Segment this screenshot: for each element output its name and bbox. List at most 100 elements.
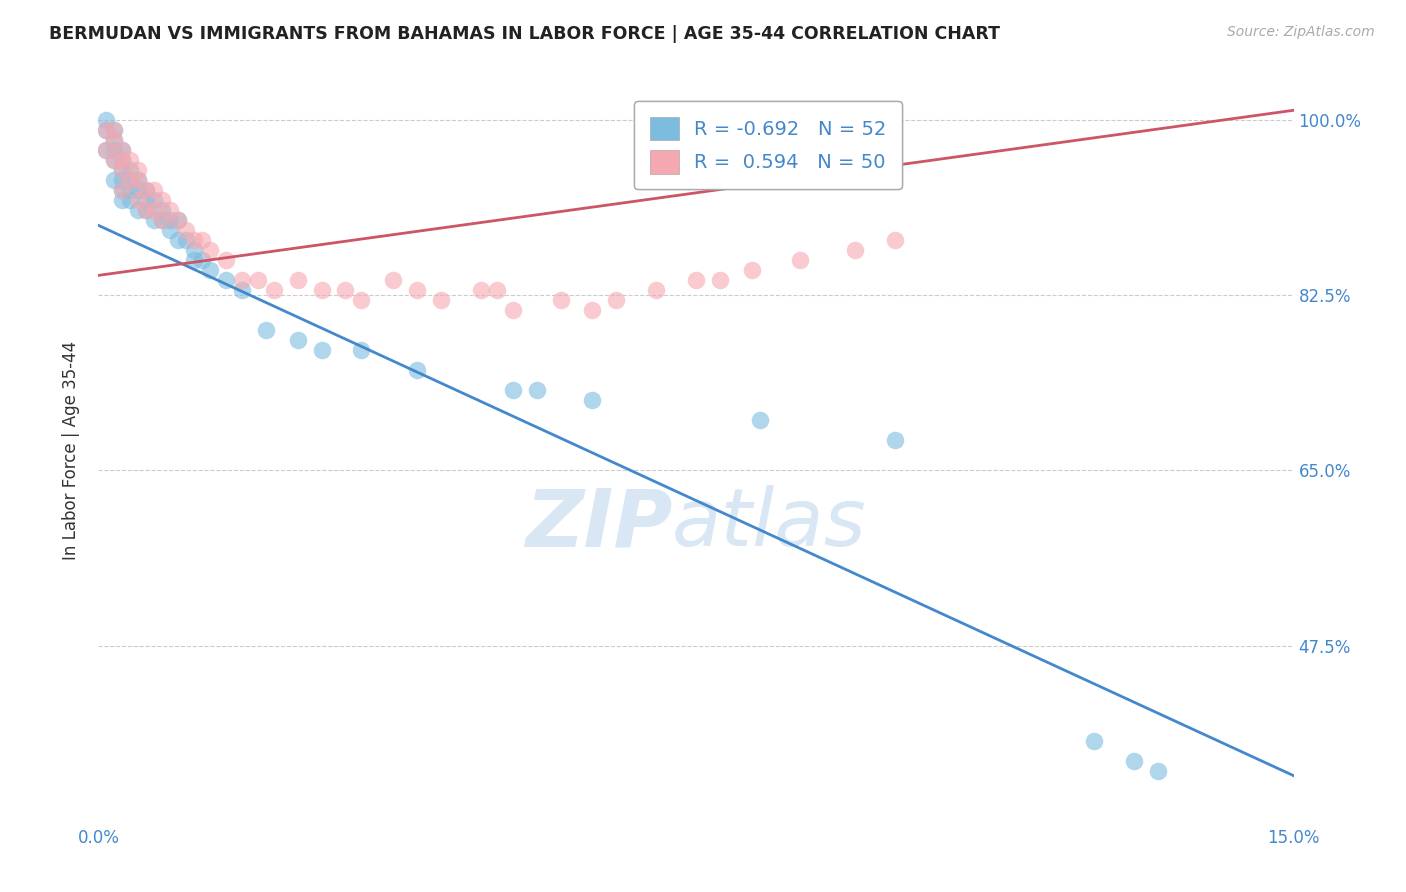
Point: [1083, 733, 1105, 747]
Point: [127, 173, 149, 187]
Point: [103, 133, 125, 147]
Point: [135, 203, 157, 218]
Point: [111, 144, 134, 158]
Point: [167, 233, 190, 247]
Point: [159, 203, 181, 218]
Point: [150, 213, 173, 227]
Point: [709, 273, 731, 287]
Legend: R = -0.692   N = 52, R =  0.594   N = 50: R = -0.692 N = 52, R = 0.594 N = 50: [634, 101, 903, 189]
Point: [183, 233, 205, 247]
Text: atlas: atlas: [672, 485, 868, 564]
Point: [143, 194, 166, 208]
Point: [844, 244, 866, 258]
Point: [287, 334, 309, 348]
Point: [135, 203, 157, 218]
Point: [350, 293, 373, 308]
Point: [198, 244, 221, 258]
Point: [406, 363, 429, 377]
Point: [581, 393, 603, 408]
Point: [605, 293, 627, 308]
Point: [103, 153, 125, 168]
Point: [335, 284, 357, 298]
Point: [350, 343, 373, 358]
Point: [111, 144, 134, 158]
Point: [127, 173, 149, 187]
Point: [103, 123, 125, 137]
Point: [167, 213, 190, 227]
Point: [96, 113, 118, 128]
Point: [120, 173, 142, 187]
Point: [287, 273, 309, 287]
Point: [215, 273, 238, 287]
Point: [406, 284, 429, 298]
Point: [183, 253, 205, 268]
Point: [884, 233, 907, 247]
Point: [150, 194, 173, 208]
Point: [150, 203, 173, 218]
Point: [96, 123, 118, 137]
Text: ZIP: ZIP: [524, 485, 672, 564]
Point: [215, 253, 238, 268]
Point: [127, 163, 149, 178]
Point: [111, 153, 134, 168]
Point: [741, 263, 763, 277]
Point: [143, 203, 166, 218]
Point: [231, 273, 253, 287]
Point: [502, 384, 524, 398]
Point: [167, 213, 190, 227]
Point: [470, 284, 492, 298]
Point: [198, 263, 221, 277]
Point: [143, 183, 166, 197]
Point: [111, 173, 134, 187]
Point: [103, 144, 125, 158]
Point: [246, 273, 269, 287]
Point: [191, 253, 214, 268]
Point: [96, 123, 118, 137]
Point: [103, 133, 125, 147]
Point: [183, 244, 205, 258]
Point: [103, 173, 125, 187]
Point: [135, 183, 157, 197]
Point: [311, 284, 333, 298]
Text: Source: ZipAtlas.com: Source: ZipAtlas.com: [1227, 25, 1375, 39]
Point: [103, 153, 125, 168]
Point: [526, 384, 548, 398]
Point: [382, 273, 405, 287]
Point: [143, 213, 166, 227]
Point: [96, 144, 118, 158]
Point: [191, 233, 214, 247]
Point: [581, 303, 603, 318]
Point: [120, 163, 142, 178]
Point: [1123, 754, 1146, 768]
Point: [111, 163, 134, 178]
Point: [1147, 764, 1170, 778]
Point: [127, 183, 149, 197]
Y-axis label: In Labor Force | Age 35-44: In Labor Force | Age 35-44: [62, 341, 80, 560]
Point: [111, 183, 134, 197]
Point: [96, 144, 118, 158]
Point: [502, 303, 524, 318]
Point: [120, 194, 142, 208]
Point: [159, 213, 181, 227]
Point: [135, 194, 157, 208]
Text: BERMUDAN VS IMMIGRANTS FROM BAHAMAS IN LABOR FORCE | AGE 35-44 CORRELATION CHART: BERMUDAN VS IMMIGRANTS FROM BAHAMAS IN L…: [49, 25, 1000, 43]
Point: [159, 223, 181, 237]
Point: [254, 323, 277, 337]
Point: [120, 183, 142, 197]
Point: [120, 153, 142, 168]
Point: [111, 194, 134, 208]
Point: [103, 123, 125, 137]
Point: [311, 343, 333, 358]
Point: [685, 273, 707, 287]
Point: [231, 284, 253, 298]
Point: [111, 163, 134, 178]
Point: [150, 213, 173, 227]
Point: [748, 413, 770, 427]
Point: [645, 284, 668, 298]
Point: [127, 194, 149, 208]
Point: [485, 284, 508, 298]
Point: [263, 284, 285, 298]
Point: [174, 233, 197, 247]
Point: [120, 173, 142, 187]
Point: [550, 293, 572, 308]
